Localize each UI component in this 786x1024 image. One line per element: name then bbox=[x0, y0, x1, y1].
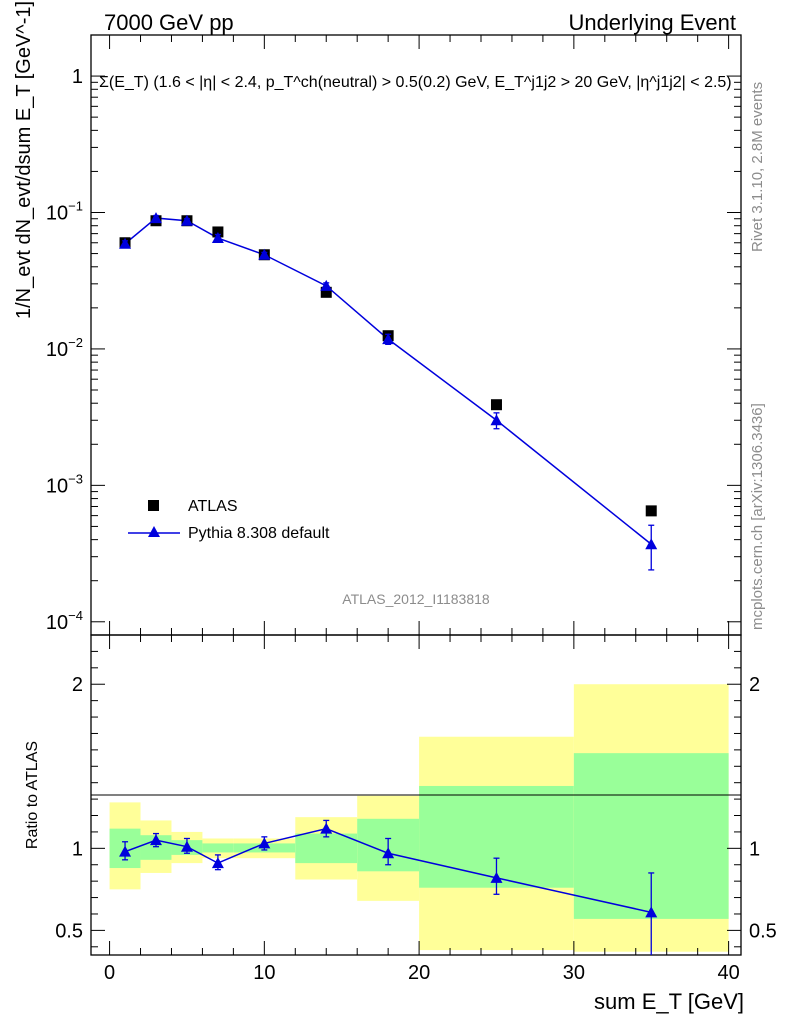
rivet-version-label: Rivet 3.1.10, 2.8M events bbox=[749, 82, 766, 252]
ratio-mc-point bbox=[645, 906, 658, 918]
header-process-label: Underlying Event bbox=[568, 10, 736, 35]
ratio-band-inner bbox=[295, 833, 358, 864]
mcplots-label: mcplots.cern.ch [arXiv:1306.3436] bbox=[749, 403, 766, 630]
data-point-atlas bbox=[212, 226, 224, 238]
mc-point bbox=[119, 237, 132, 249]
ratio-mc-point bbox=[119, 845, 132, 857]
legend: ATLAS Pythia 8.308 default bbox=[128, 498, 330, 542]
ratio-band-inner bbox=[202, 843, 234, 853]
y-tick-label: 10−4 bbox=[46, 608, 83, 634]
x-tick-label: 40 bbox=[717, 962, 739, 984]
legend-marker-atlas bbox=[148, 500, 159, 511]
data-point-atlas bbox=[645, 505, 657, 517]
x-tick-label: 0 bbox=[104, 962, 115, 984]
mc-point bbox=[490, 414, 503, 426]
mc-point bbox=[382, 333, 395, 345]
mc-line bbox=[124, 217, 652, 545]
data-point-atlas bbox=[320, 286, 332, 298]
main-marks bbox=[119, 212, 658, 571]
ratio-mc-point bbox=[211, 857, 224, 869]
header-collision-label: 7000 GeV pp bbox=[104, 10, 234, 35]
ratio-mc-point bbox=[320, 822, 333, 834]
ratio-mc-point bbox=[382, 847, 395, 859]
analysis-label: ATLAS_2012_I1183818 bbox=[342, 591, 490, 607]
ratio-mc-point bbox=[490, 871, 503, 883]
ratio-y-tick-label-right: 1 bbox=[749, 838, 760, 860]
x-tick-label: 10 bbox=[253, 962, 275, 984]
ratio-y-tick-label-right: 0.5 bbox=[749, 920, 777, 942]
main-plot-frame bbox=[90, 34, 742, 636]
mc-point bbox=[320, 279, 333, 291]
y-tick-label: 10−3 bbox=[46, 471, 83, 497]
ratio-plot-frame bbox=[90, 634, 742, 956]
y-tick-label: 10−1 bbox=[46, 198, 83, 224]
legend-label-mc: Pythia 8.308 default bbox=[188, 525, 330, 542]
data-point-atlas bbox=[490, 399, 502, 411]
mc-point bbox=[180, 214, 193, 226]
mc-point bbox=[150, 212, 162, 224]
mc-point bbox=[645, 538, 658, 550]
y-tick-label: 1 bbox=[72, 66, 83, 88]
ratio-marks bbox=[119, 819, 658, 955]
y-tick-label: 10−2 bbox=[46, 335, 83, 361]
ratio-y-tick-label: 2 bbox=[72, 674, 83, 696]
ratio-bands bbox=[109, 684, 729, 952]
plot-title: Σ(E_T) (1.6 < |η| < 2.4, p_T^ch(neutral)… bbox=[99, 74, 732, 91]
x-tick-label: 20 bbox=[408, 962, 430, 984]
legend-label-atlas: ATLAS bbox=[188, 498, 238, 515]
x-tick-label: 30 bbox=[563, 962, 585, 984]
main-axes: 10−4 10−3 10−2 10−1 1 bbox=[46, 34, 741, 635]
ratio-y-tick-label: 1 bbox=[72, 838, 83, 860]
mc-point bbox=[211, 232, 224, 244]
ratio-mc-point bbox=[180, 840, 193, 852]
ratio-mc-point bbox=[258, 837, 271, 849]
ratio-y-tick-label-right: 2 bbox=[749, 674, 760, 696]
legend-marker-mc bbox=[148, 526, 160, 537]
ratio-axes: 0.5 0.51 12 20 10 20 30 40 bbox=[55, 635, 777, 984]
y-axis-label-ratio: Ratio to ATLAS bbox=[24, 741, 41, 849]
ratio-y-tick-label: 0.5 bbox=[55, 920, 83, 942]
x-axis-label: sum E_T [GeV] bbox=[594, 989, 744, 1014]
mc-point bbox=[258, 248, 271, 260]
y-axis-label-main: 1/N_evt dN_evt/dsum E_T [GeV^-1] bbox=[13, 1, 35, 319]
ratio-mc-point bbox=[150, 834, 162, 846]
